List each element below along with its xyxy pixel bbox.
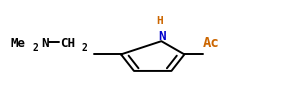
Text: Me: Me [10,36,25,49]
Text: CH: CH [61,36,75,49]
Text: N: N [159,30,166,43]
Text: H: H [157,16,163,26]
Text: N: N [41,36,48,49]
Text: 2: 2 [33,43,38,53]
Text: 2: 2 [81,43,87,53]
Text: Ac: Ac [203,36,220,50]
